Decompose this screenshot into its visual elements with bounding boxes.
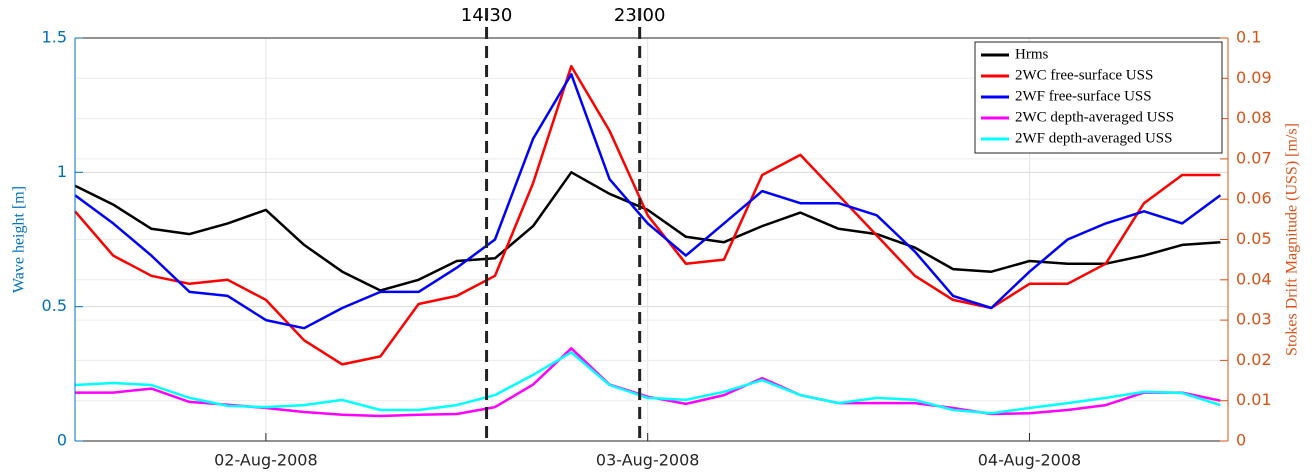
y2-tick-label: 0.09 <box>1236 68 1272 87</box>
y2-tick-label: 0.05 <box>1236 229 1272 248</box>
x-tick-label: 04-Aug-2008 <box>978 451 1082 470</box>
y2-tick-label: 0.03 <box>1236 310 1272 329</box>
legend-label: 2WC free-surface USS <box>1015 67 1153 83</box>
y2-tick-label: 0.04 <box>1236 269 1272 288</box>
x-tick-label: 03-Aug-2008 <box>596 451 700 470</box>
legend-label: 2WC depth-averaged USS <box>1015 109 1174 125</box>
y2-tick-label: 0.07 <box>1236 148 1272 167</box>
y2-tick-label: 0.02 <box>1236 350 1272 369</box>
y-axis-label: Wave height [m] <box>11 186 28 293</box>
y-tick-label: 0.5 <box>42 296 67 315</box>
legend-label: 2WF depth-averaged USS <box>1015 130 1172 146</box>
y-tick-label: 1.5 <box>42 28 67 47</box>
y2-tick-label: 0.06 <box>1236 189 1272 208</box>
legend-label: Hrms <box>1015 46 1048 62</box>
series-line <box>74 73 1222 330</box>
y2-tick-label: 0 <box>1236 431 1246 450</box>
series-line <box>74 171 1221 292</box>
y2-axis-label: Stokes Drift Magnitude (USS) [m/s] <box>1284 123 1301 356</box>
y-tick-label: 0 <box>57 431 67 450</box>
annotation-label: 14.30 <box>461 5 513 26</box>
series-line <box>74 351 1221 415</box>
legend-box <box>974 41 1223 154</box>
y2-tick-label: 0.1 <box>1236 28 1261 47</box>
legend: Hrms 2WC free-surface USS 2WF free-surface… <box>974 41 1223 154</box>
x-tick-label: 02-Aug-2008 <box>214 451 318 470</box>
y2-tick-label: 0.08 <box>1236 108 1272 127</box>
annotation-label: 23.00 <box>614 5 666 26</box>
y2-tick-label: 0.01 <box>1236 390 1272 409</box>
legend-label: 2WF free-surface USS <box>1015 88 1152 104</box>
series-line <box>74 64 1221 366</box>
y-tick-label: 1 <box>57 162 67 181</box>
